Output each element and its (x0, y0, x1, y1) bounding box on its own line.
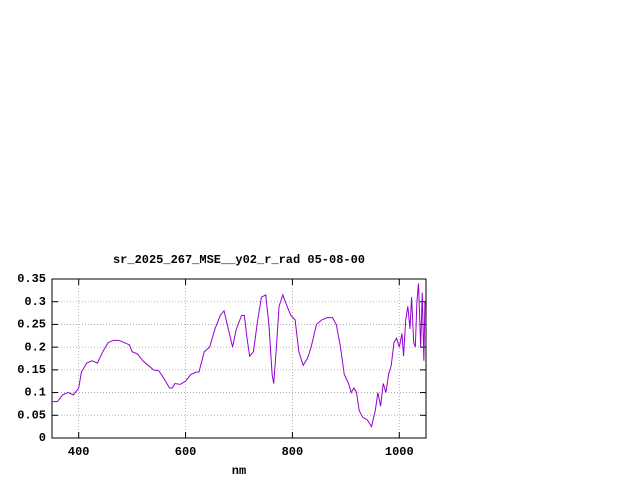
data-line (52, 283, 426, 428)
x-tick-label: 400 (68, 445, 90, 459)
x-tick-label: 1000 (385, 445, 414, 459)
y-tick-label: 0.3 (24, 295, 46, 309)
y-tick-label: 0.15 (17, 363, 46, 377)
x-tick-label: 800 (282, 445, 304, 459)
y-tick-label: 0 (39, 431, 46, 445)
x-tick-label: 600 (175, 445, 197, 459)
y-tick-label: 0.2 (24, 340, 46, 354)
x-axis-label: nm (232, 464, 246, 478)
chart-title: sr_2025_267_MSE__y02_r_rad 05-08-00 (113, 253, 365, 267)
plot-border (51, 278, 427, 439)
y-tick-label: 0.05 (17, 408, 46, 422)
y-tick-label: 0.1 (24, 386, 46, 400)
y-tick-label: 0.25 (17, 318, 46, 332)
y-tick-label: 0.35 (17, 272, 46, 286)
